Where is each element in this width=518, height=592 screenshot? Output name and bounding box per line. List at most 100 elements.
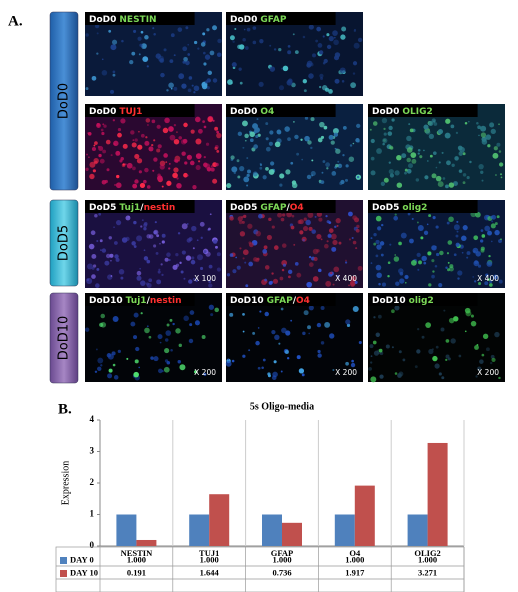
cell-texture bbox=[312, 276, 319, 282]
cell-texture bbox=[489, 283, 493, 287]
label-part: DoD0 bbox=[230, 107, 257, 117]
cell-texture bbox=[381, 117, 388, 124]
cell-texture bbox=[141, 219, 144, 222]
cell-texture bbox=[299, 230, 304, 235]
cell-texture bbox=[334, 78, 340, 84]
cell-texture bbox=[328, 36, 334, 42]
cell-texture bbox=[389, 243, 392, 246]
cell-texture bbox=[370, 262, 373, 264]
cell-texture bbox=[355, 247, 358, 250]
cell-texture bbox=[235, 256, 238, 259]
tile-label: DoD5 olig2 bbox=[372, 203, 427, 213]
cell-texture bbox=[195, 279, 198, 283]
cell-texture bbox=[439, 250, 444, 256]
cell-texture bbox=[194, 116, 201, 123]
cell-texture bbox=[239, 81, 243, 85]
cell-texture bbox=[421, 255, 427, 262]
cell-texture bbox=[448, 317, 455, 324]
cell-texture bbox=[445, 184, 449, 189]
label-band bbox=[85, 200, 195, 213]
cell-texture bbox=[477, 125, 481, 130]
label-part: O4 bbox=[260, 107, 274, 117]
cell-texture bbox=[357, 265, 363, 271]
label-part: DoD5 bbox=[372, 203, 399, 213]
row-label-box bbox=[49, 11, 79, 191]
cell-texture bbox=[140, 30, 144, 34]
cell-texture bbox=[115, 257, 120, 262]
cell-texture bbox=[155, 251, 159, 255]
cell-texture bbox=[434, 265, 438, 268]
cell-texture bbox=[317, 353, 322, 358]
row-label: DoD0 bbox=[57, 83, 72, 119]
magnification: X 400 bbox=[335, 274, 357, 283]
cell-texture bbox=[457, 270, 463, 276]
cell-texture bbox=[473, 250, 476, 253]
cell-texture bbox=[342, 154, 345, 157]
cell-texture bbox=[208, 304, 215, 310]
cell-texture bbox=[274, 334, 280, 340]
cell-texture bbox=[282, 213, 286, 217]
cell-texture bbox=[470, 320, 477, 327]
cell-texture bbox=[98, 145, 104, 151]
cell-texture bbox=[87, 263, 93, 270]
x-tick-label: NESTIN bbox=[121, 548, 154, 558]
cell-texture bbox=[217, 38, 222, 44]
cell-texture bbox=[246, 157, 249, 160]
cell-texture bbox=[126, 357, 129, 360]
y-tick-label: 3 bbox=[90, 446, 95, 456]
bar bbox=[116, 514, 137, 546]
cell-texture bbox=[330, 140, 335, 145]
cell-texture bbox=[286, 356, 290, 360]
cell-texture bbox=[170, 33, 175, 38]
cell-texture bbox=[307, 212, 314, 218]
cell-texture bbox=[196, 239, 199, 242]
cell-texture bbox=[284, 349, 289, 355]
cell-texture bbox=[265, 122, 269, 126]
cell-texture bbox=[423, 124, 429, 130]
cell-texture bbox=[175, 328, 181, 334]
cell-texture bbox=[176, 177, 179, 180]
cell-texture bbox=[110, 154, 113, 157]
cell-texture bbox=[115, 150, 121, 156]
cell-texture bbox=[140, 133, 145, 138]
cell-texture bbox=[262, 358, 266, 362]
cell-texture bbox=[162, 127, 169, 134]
label-band bbox=[226, 200, 336, 213]
cell-texture bbox=[156, 124, 161, 129]
cell-texture bbox=[490, 354, 495, 359]
cell-texture bbox=[398, 350, 402, 354]
cell-texture bbox=[331, 171, 337, 176]
cell-texture bbox=[137, 36, 142, 41]
cell-texture bbox=[480, 132, 487, 138]
cell-texture bbox=[268, 217, 272, 222]
cell-texture bbox=[282, 65, 289, 72]
cell-texture bbox=[227, 79, 233, 85]
cell-texture bbox=[500, 238, 502, 241]
cell-texture bbox=[175, 252, 179, 257]
cell-texture bbox=[302, 225, 309, 232]
cell-texture bbox=[267, 372, 271, 376]
cell-texture bbox=[96, 123, 100, 127]
cell-texture bbox=[316, 248, 320, 253]
cell-texture bbox=[86, 153, 88, 156]
cell-texture bbox=[255, 134, 259, 139]
cell-texture bbox=[210, 165, 213, 168]
x-tick-label: GFAP bbox=[271, 548, 294, 558]
table-value: 1.000 bbox=[272, 554, 291, 564]
cell-texture bbox=[278, 85, 285, 91]
cell-texture bbox=[158, 268, 161, 271]
cell-texture bbox=[310, 146, 313, 150]
label-part: O4 bbox=[296, 296, 310, 306]
cell-texture bbox=[139, 267, 142, 270]
bar bbox=[136, 539, 157, 546]
bar bbox=[282, 522, 302, 546]
y-tick-label: 2 bbox=[90, 477, 95, 487]
cell-texture bbox=[92, 169, 96, 173]
cell-texture bbox=[189, 310, 195, 315]
cell-texture bbox=[93, 144, 96, 147]
cell-texture bbox=[345, 259, 347, 262]
cell-texture bbox=[340, 179, 345, 185]
label-part: DoD10 bbox=[372, 296, 406, 306]
cell-texture bbox=[156, 279, 162, 285]
cell-texture bbox=[185, 26, 189, 30]
